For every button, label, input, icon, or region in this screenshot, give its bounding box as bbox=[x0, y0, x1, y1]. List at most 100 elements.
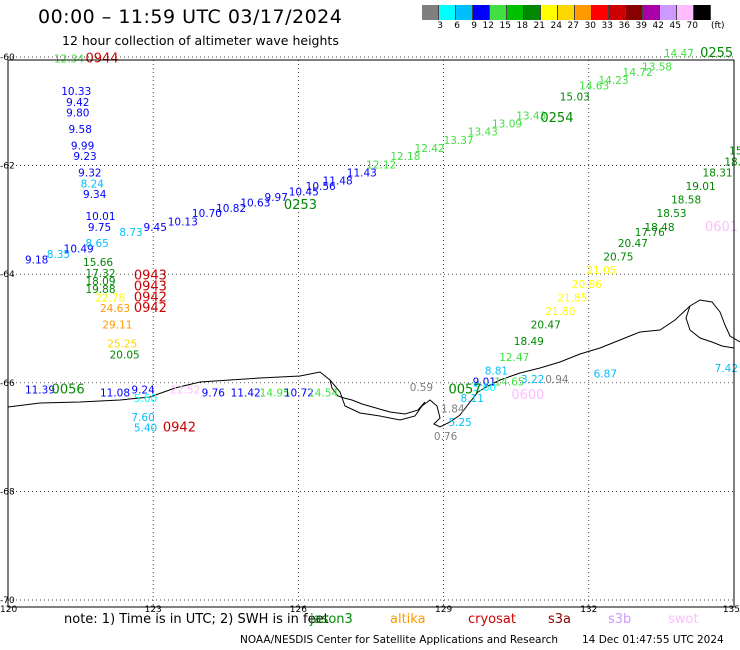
lat-tick-label: -62 bbox=[0, 162, 15, 172]
wave-height-label: 22.52 bbox=[170, 385, 200, 397]
wave-height-label: 12.34 bbox=[54, 53, 84, 65]
wave-height-label: 20.05 bbox=[110, 349, 140, 361]
legend-label: 33 bbox=[601, 21, 613, 31]
wave-height-label: 11.43 bbox=[347, 167, 377, 179]
lon-tick-label: 135 bbox=[723, 605, 740, 615]
pass-time-label: 0254 bbox=[540, 111, 573, 126]
pass-time-label: 0056 bbox=[52, 383, 85, 398]
pass-time-label: 0942 bbox=[134, 290, 167, 305]
legend-label: 9 bbox=[471, 21, 477, 31]
wave-height-label: 15.03 bbox=[560, 91, 590, 103]
wave-height-label: 10.56 bbox=[306, 181, 336, 193]
wave-height-label: 6.87 bbox=[594, 368, 617, 380]
wave-height-label: 7.42 bbox=[715, 363, 738, 375]
wave-height-label: 20.47 bbox=[531, 320, 561, 332]
wave-height-label: 12.12 bbox=[366, 159, 396, 171]
wave-height-label: 20.75 bbox=[603, 252, 633, 264]
legend-label: 39 bbox=[635, 21, 647, 31]
pass-time-label: 0943 bbox=[134, 269, 167, 284]
wave-height-label: 21.05 bbox=[586, 265, 616, 277]
legend-swatch bbox=[541, 5, 558, 20]
lon-tick-label: 126 bbox=[290, 605, 307, 615]
legend-swatch bbox=[558, 5, 575, 20]
satellite-legend-s3a: s3a bbox=[548, 612, 572, 627]
wave-height-label: 9.18 bbox=[25, 254, 48, 266]
wave-height-label: 10.72 bbox=[284, 387, 314, 399]
lat-tick-label: -70 bbox=[0, 596, 15, 606]
wave-height-label: 5.25 bbox=[448, 417, 471, 429]
legend-label: 27 bbox=[567, 21, 579, 31]
wave-height-label: 10.33 bbox=[61, 86, 91, 98]
wave-height-label: 14.63 bbox=[579, 81, 609, 93]
legend-swatch bbox=[524, 5, 541, 20]
legend-label: 3 bbox=[437, 21, 443, 31]
legend-label: 6 bbox=[454, 21, 460, 31]
wave-height-label: 10.49 bbox=[64, 243, 94, 255]
satellite-legend-cryosat: cryosat bbox=[468, 612, 516, 627]
wave-height-label: 9.24 bbox=[131, 385, 155, 397]
wave-height-label: 14.95 bbox=[260, 387, 290, 399]
wave-height-label: 8.11 bbox=[461, 393, 484, 405]
lon-tick-label: 120 bbox=[0, 605, 17, 615]
legend-label: 18 bbox=[516, 21, 528, 31]
pass-time-label: 0942 bbox=[163, 421, 196, 436]
wave-height-label: 9.75 bbox=[88, 222, 111, 234]
map-frame bbox=[7, 59, 735, 608]
wave-height-label: 24.63 bbox=[100, 303, 130, 315]
wave-height-label: 8.35 bbox=[47, 249, 70, 261]
lat-tick-label: -60 bbox=[0, 53, 15, 63]
wave-height-label: 9.42 bbox=[66, 97, 89, 109]
wave-height-label: 19.01 bbox=[686, 181, 716, 193]
pass-time-label: 0943 bbox=[134, 279, 167, 294]
credit-text: NOAA/NESDIS Center for Satellite Applica… bbox=[240, 634, 558, 646]
wave-height-label: 13.58 bbox=[642, 62, 672, 74]
wave-height-label: 7.60 bbox=[131, 412, 154, 424]
legend-swatch bbox=[626, 5, 643, 20]
wave-height-label: 12.47 bbox=[499, 352, 529, 364]
wave-height-label: 14.54 bbox=[308, 387, 338, 399]
satellite-legend-swot: swot bbox=[668, 612, 699, 627]
wave-height-label: 8.73 bbox=[119, 227, 142, 239]
legend-swatch bbox=[422, 5, 439, 20]
lat-tick-label: -64 bbox=[0, 270, 15, 280]
legend-swatch bbox=[456, 5, 473, 20]
wave-height-label: 5.40 bbox=[134, 423, 157, 435]
wave-height-label: 21.80 bbox=[545, 306, 575, 318]
wave-height-label: 18.48 bbox=[644, 222, 674, 234]
legend-label: 70 bbox=[686, 21, 698, 31]
legend-swatch bbox=[677, 5, 694, 20]
wave-height-label: 15.66 bbox=[83, 257, 113, 269]
wave-height-label: 14.65 bbox=[494, 377, 524, 389]
wave-height-label: 15 bbox=[729, 146, 740, 158]
lon-tick-label: 129 bbox=[435, 605, 452, 615]
wave-height-label: 10.45 bbox=[289, 186, 319, 198]
wave-height-label: 11.08 bbox=[100, 387, 130, 399]
legend-swatch bbox=[490, 5, 507, 20]
pass-time-label: 0601 bbox=[705, 220, 738, 235]
pass-time-label: 0253 bbox=[284, 198, 317, 213]
legend-swatch bbox=[660, 5, 677, 20]
wave-height-label: 25.25 bbox=[107, 339, 137, 351]
wave-height-label: 9.97 bbox=[265, 192, 288, 204]
wave-height-label: 13.43 bbox=[516, 110, 546, 122]
lon-tick-label: 123 bbox=[145, 605, 162, 615]
wave-height-label: 12.18 bbox=[390, 151, 420, 163]
wave-height-label: 18.31 bbox=[703, 167, 733, 179]
lat-tick-label: -66 bbox=[0, 379, 15, 389]
wave-height-label: 19.88 bbox=[85, 284, 115, 296]
wave-height-label: 20.86 bbox=[572, 279, 602, 291]
wave-height-label: 10.82 bbox=[216, 203, 246, 215]
note-text: note: 1) Time is in UTC; 2) SWH is in fe… bbox=[64, 612, 329, 627]
wave-height-label: 9.34 bbox=[83, 189, 107, 201]
wave-height-label: 14.23 bbox=[598, 75, 628, 87]
lat-tick-label: -68 bbox=[0, 487, 15, 497]
wave-height-label: 20.47 bbox=[618, 238, 648, 250]
wave-height-label: 13.43 bbox=[468, 127, 498, 139]
legend-swatch bbox=[609, 5, 626, 20]
wave-height-label: 0.76 bbox=[434, 431, 458, 443]
legend-label: 21 bbox=[533, 21, 545, 31]
wave-height-label: 9.32 bbox=[78, 167, 101, 179]
legend-swatch bbox=[439, 5, 456, 20]
wave-height-label: 9.45 bbox=[144, 222, 167, 234]
wave-height-label: 10.63 bbox=[240, 197, 270, 209]
